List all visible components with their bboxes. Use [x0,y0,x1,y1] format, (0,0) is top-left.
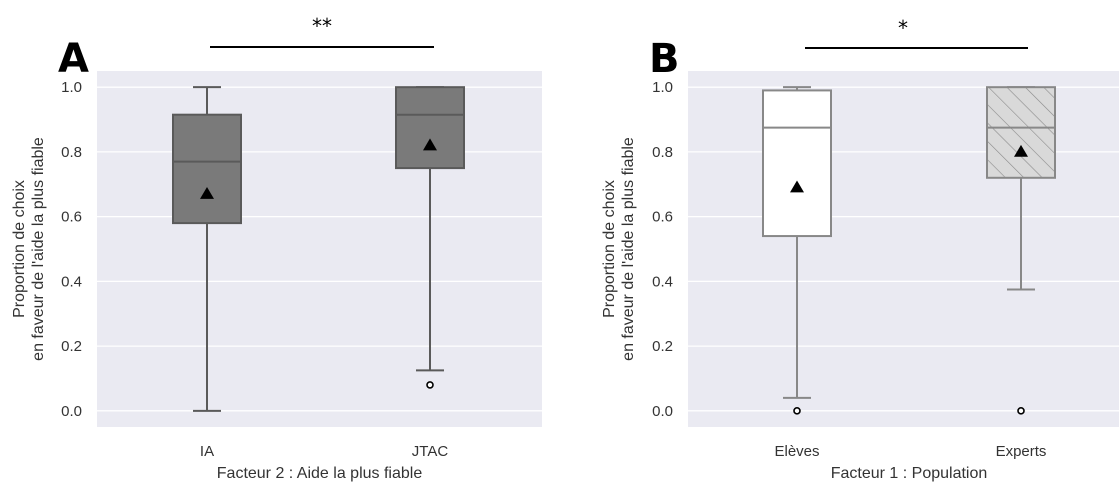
box [172,113,242,225]
x-tick-label: IA [200,443,214,460]
box [395,86,465,170]
x-tick-label: JTAC [412,443,449,460]
y-axis-title-line-2: en faveur de l'aide la plus fiable [620,137,637,361]
panel-b: 0.0 0.2 0.4 0.6 0.8 1.0 Elèves Experts Facteur… [601,16,1119,482]
y-tick-label: 0.8 [61,144,82,161]
y-tick-label: 0.6 [652,209,673,226]
y-axis-title-line-2: en faveur de l'aide la plus fiable [30,137,47,361]
y-tick-label: 0.2 [61,338,82,355]
y-tick-label: 0.4 [652,273,673,290]
mean-marker [423,138,437,151]
x-axis-title: Facteur 2 : Aide la plus fiable [217,465,423,482]
box [762,89,832,238]
y-axis-title-line-1: Proportion de choix [601,180,618,318]
mean-marker [1014,144,1028,157]
panel-letter: A [58,36,89,82]
y-tick-label: 1.0 [61,79,82,96]
panel-letter: B [649,36,680,82]
box [986,86,1056,179]
outlier-point [793,407,801,415]
y-axis-title-line-1: Proportion de choix [11,180,28,318]
significance-label: * [898,16,908,40]
x-tick-label: Elèves [774,443,819,460]
panel-a: 0.0 0.2 0.4 0.6 0.8 1.0 IA JTAC Facteur 2 : Ai… [11,14,542,482]
x-axis-title: Facteur 1 : Population [831,465,988,482]
y-tick-label: 1.0 [652,79,673,96]
y-tick-label: 0.8 [652,144,673,161]
outlier-point [426,381,434,389]
mean-marker [200,186,214,199]
significance-label: ** [312,14,332,38]
plot-area [97,71,542,427]
y-tick-label: 0.2 [652,338,673,355]
outlier-point [1017,407,1025,415]
x-tick-label: Experts [996,443,1047,460]
y-tick-label: 0.6 [61,209,82,226]
mean-marker [790,180,804,193]
y-tick-label: 0.4 [61,273,82,290]
y-tick-label: 0.0 [652,403,673,420]
y-tick-label: 0.0 [61,403,82,420]
